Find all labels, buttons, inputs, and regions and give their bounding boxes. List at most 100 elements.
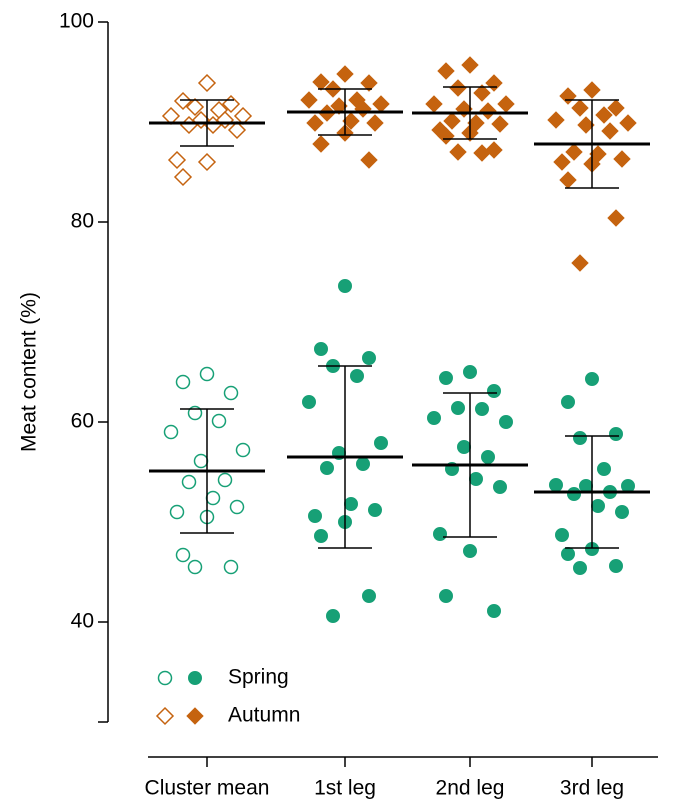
data-point [473, 144, 491, 162]
y-tick-label: 60 [71, 410, 94, 433]
data-point [427, 411, 441, 425]
data-point [308, 509, 322, 523]
data-point [597, 462, 611, 476]
data-point [609, 427, 623, 441]
data-point [197, 152, 217, 172]
data-point [433, 527, 447, 541]
data-point [300, 91, 318, 109]
data-point [553, 153, 571, 171]
data-point [372, 95, 390, 113]
data-point [362, 351, 376, 365]
data-point [607, 209, 625, 227]
data-point [475, 402, 489, 416]
data-point [181, 474, 197, 490]
data-point [223, 559, 239, 575]
data-point [163, 424, 179, 440]
data-point [356, 457, 370, 471]
data-point [619, 114, 637, 132]
data-point [571, 254, 589, 272]
data-point [573, 431, 587, 445]
data-point [314, 529, 328, 543]
data-point [344, 497, 358, 511]
data-point [561, 395, 575, 409]
data-point [463, 365, 477, 379]
data-point [169, 504, 185, 520]
data-point [167, 150, 187, 170]
legend-label: Autumn [228, 704, 300, 727]
data-point [320, 461, 334, 475]
data-point [583, 81, 601, 99]
data-point [235, 442, 251, 458]
legend-marker-filled [186, 707, 204, 725]
data-point [613, 150, 631, 168]
data-point [485, 74, 503, 92]
data-point [449, 143, 467, 161]
data-point [350, 369, 364, 383]
x-tick-label: 3rd leg [560, 777, 624, 800]
data-point [559, 171, 577, 189]
data-point [312, 73, 330, 91]
data-point [229, 499, 245, 515]
y-axis-label: Meat content (%) [18, 292, 41, 452]
data-point [601, 122, 619, 140]
data-point [565, 143, 583, 161]
data-point [443, 112, 461, 130]
data-point [555, 528, 569, 542]
data-point [360, 151, 378, 169]
data-point [227, 120, 247, 140]
data-point [573, 561, 587, 575]
data-point [368, 503, 382, 517]
data-point [607, 99, 625, 117]
data-point [561, 547, 575, 561]
data-point [479, 102, 497, 120]
x-tick-label: 2nd leg [436, 777, 505, 800]
data-point [193, 453, 209, 469]
legend-marker-open [155, 706, 175, 726]
data-point [615, 505, 629, 519]
data-point [463, 544, 477, 558]
data-point [374, 436, 388, 450]
data-point [497, 95, 515, 113]
data-point [439, 589, 453, 603]
data-point [187, 559, 203, 575]
x-tick-label: 1st leg [314, 777, 376, 800]
data-point [173, 167, 193, 187]
data-point [306, 114, 324, 132]
data-point [217, 472, 233, 488]
data-point [336, 65, 354, 83]
y-tick-label: 80 [71, 210, 94, 233]
data-point [487, 384, 501, 398]
data-point [360, 74, 378, 92]
data-point [366, 114, 384, 132]
data-point [326, 609, 340, 623]
data-point [567, 487, 581, 501]
data-point [559, 87, 577, 105]
data-point [175, 374, 191, 390]
data-point [571, 99, 589, 117]
data-point [469, 472, 483, 486]
data-point [461, 56, 479, 74]
data-point [457, 440, 471, 454]
data-point [609, 559, 623, 573]
data-point [211, 413, 227, 429]
data-point [491, 115, 509, 133]
data-point [338, 279, 352, 293]
data-point [485, 141, 503, 159]
x-tick-label: Cluster mean [145, 777, 270, 800]
y-tick-label: 100 [59, 10, 94, 33]
y-tick-label: 40 [71, 610, 94, 633]
data-point [595, 106, 613, 124]
data-point [199, 366, 215, 382]
data-point [425, 95, 443, 113]
data-point [439, 371, 453, 385]
data-point [312, 135, 330, 153]
data-point [437, 62, 455, 80]
data-point [223, 385, 239, 401]
data-point [173, 91, 193, 111]
legend-marker-filled [188, 671, 202, 685]
data-point [302, 395, 316, 409]
data-point [473, 84, 491, 102]
data-point [185, 97, 205, 117]
data-point [493, 480, 507, 494]
